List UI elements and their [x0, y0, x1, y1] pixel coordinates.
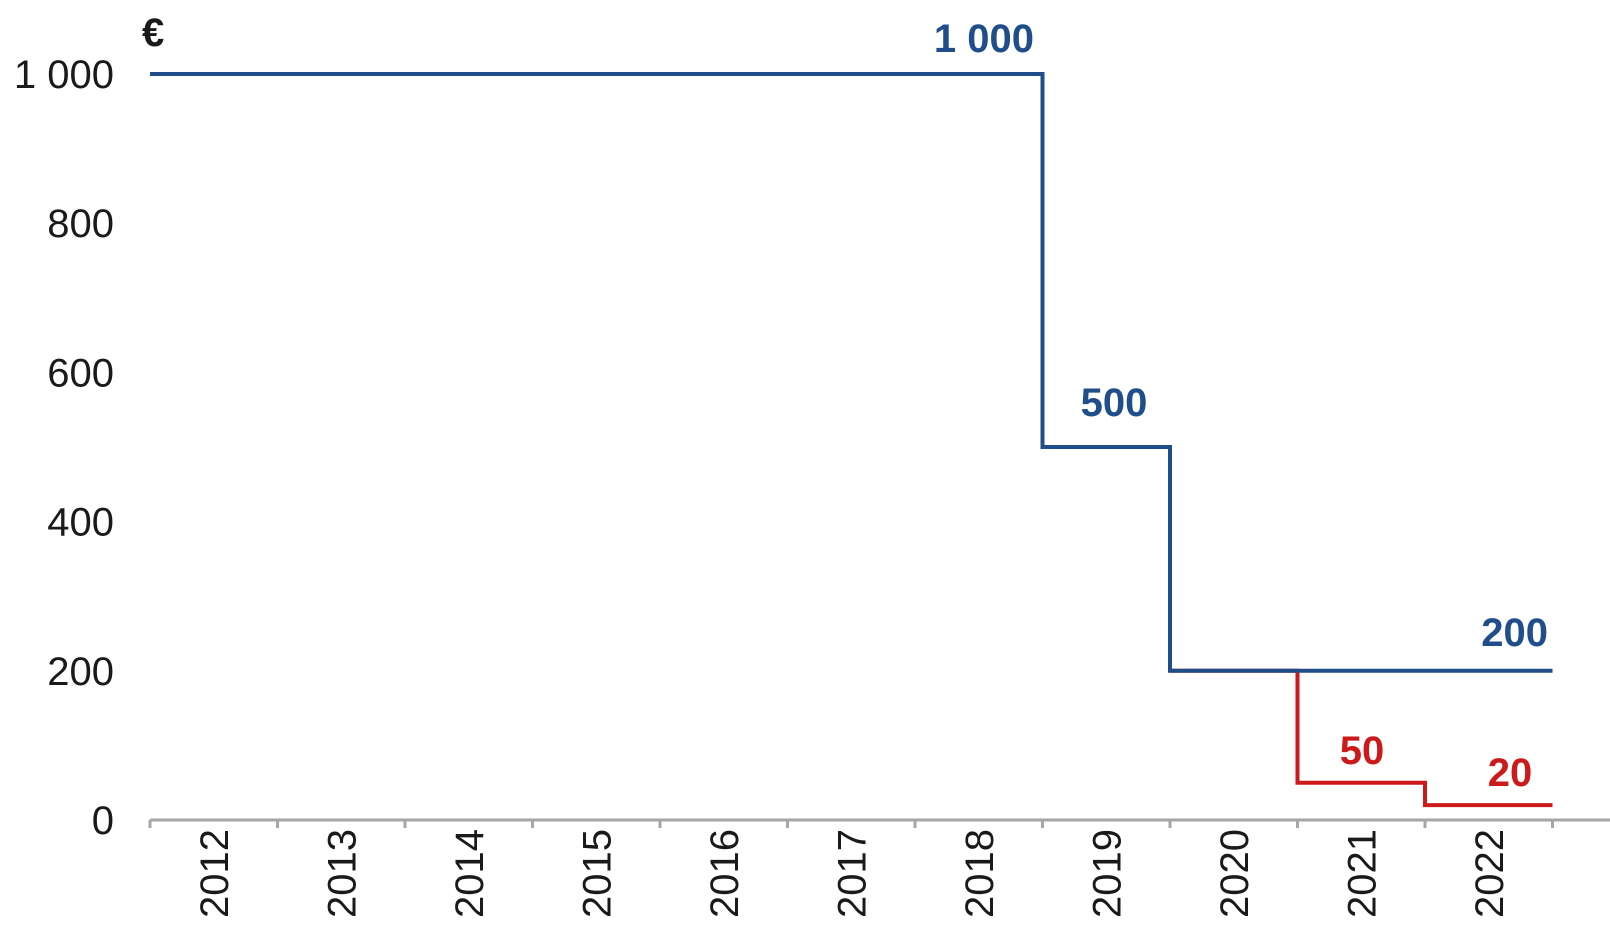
- x-tick-label: 2022: [1468, 829, 1512, 918]
- y-tick-label: 1 000: [14, 53, 114, 97]
- data-labels: 1 000 500 200 50 20: [934, 17, 1548, 795]
- x-tick-label: 2014: [448, 829, 492, 918]
- series-line-0: [150, 72, 1553, 673]
- y-tick-label: 800: [47, 202, 114, 246]
- y-tick-label: 0: [92, 799, 114, 843]
- x-tick-label: 2016: [703, 829, 747, 918]
- x-tick-label: 2020: [1213, 829, 1257, 918]
- unit-label: €: [142, 11, 164, 55]
- data-label: 20: [1488, 751, 1533, 795]
- axes: 2012 2013 2014 2015 2016 2017 2018 2019 2020 2021…: [14, 53, 1610, 918]
- x-tick-label: 2018: [958, 829, 1002, 918]
- x-tick-label: 2021: [1340, 829, 1384, 918]
- x-tick-label: 2017: [830, 829, 874, 918]
- x-tick-label: 2015: [575, 829, 619, 918]
- data-label: 500: [1081, 381, 1148, 425]
- data-label: 200: [1481, 611, 1548, 655]
- y-tick-label: 200: [47, 650, 114, 694]
- data-label: 50: [1340, 729, 1385, 773]
- data-label: 1 000: [934, 17, 1034, 61]
- y-tick-label: 600: [47, 351, 114, 395]
- series-layer: [150, 72, 1553, 808]
- x-tick-label: 2019: [1085, 829, 1129, 918]
- x-tick-label: 2013: [320, 829, 364, 918]
- x-tick-label: 2012: [193, 829, 237, 918]
- y-tick-label: 400: [47, 501, 114, 545]
